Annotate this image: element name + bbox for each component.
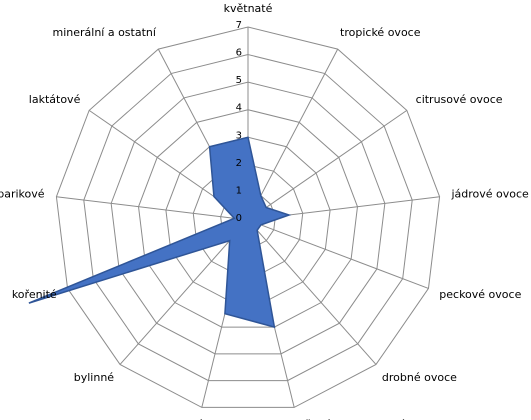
spoke — [247, 219, 377, 365]
r-tick-label: 3 — [236, 130, 242, 141]
category-label: kořenité — [12, 288, 57, 301]
category-label: tropické ovoce — [340, 26, 421, 39]
r-tick-label: 7 — [236, 20, 242, 31]
category-label: drobné ovoce — [382, 371, 457, 384]
category-label: barikové — [0, 188, 45, 201]
r-tick-label: 1 — [236, 185, 242, 196]
grid-ring — [110, 81, 386, 355]
category-label: laktátové — [29, 93, 81, 106]
category-label: jádrové ovoce — [450, 188, 529, 201]
spoke — [247, 48, 339, 221]
grid-ring — [138, 109, 358, 328]
category-label: karamelizované — [116, 418, 204, 420]
category-label: citrusové ovoce — [416, 93, 503, 106]
category-label: bylinné — [74, 371, 115, 384]
r-tick-label: 0 — [236, 213, 242, 224]
category-label: květnaté — [224, 2, 273, 15]
grid-ring — [83, 54, 413, 382]
r-tick-label: 4 — [236, 103, 242, 114]
r-tick-label: 6 — [236, 48, 242, 59]
r-tick-label: 5 — [236, 75, 242, 86]
grid-ring — [55, 26, 441, 408]
r-tick-label: 2 — [236, 158, 242, 169]
category-label: sušené a kandované ovoce — [292, 418, 442, 420]
spoke — [56, 196, 249, 221]
spoke — [247, 219, 429, 289]
category-label: peckové ovoce — [439, 288, 521, 301]
category-label: minerální a ostatní — [52, 26, 156, 39]
series-area — [28, 136, 292, 329]
spoke — [247, 109, 408, 221]
spoke — [119, 219, 249, 365]
